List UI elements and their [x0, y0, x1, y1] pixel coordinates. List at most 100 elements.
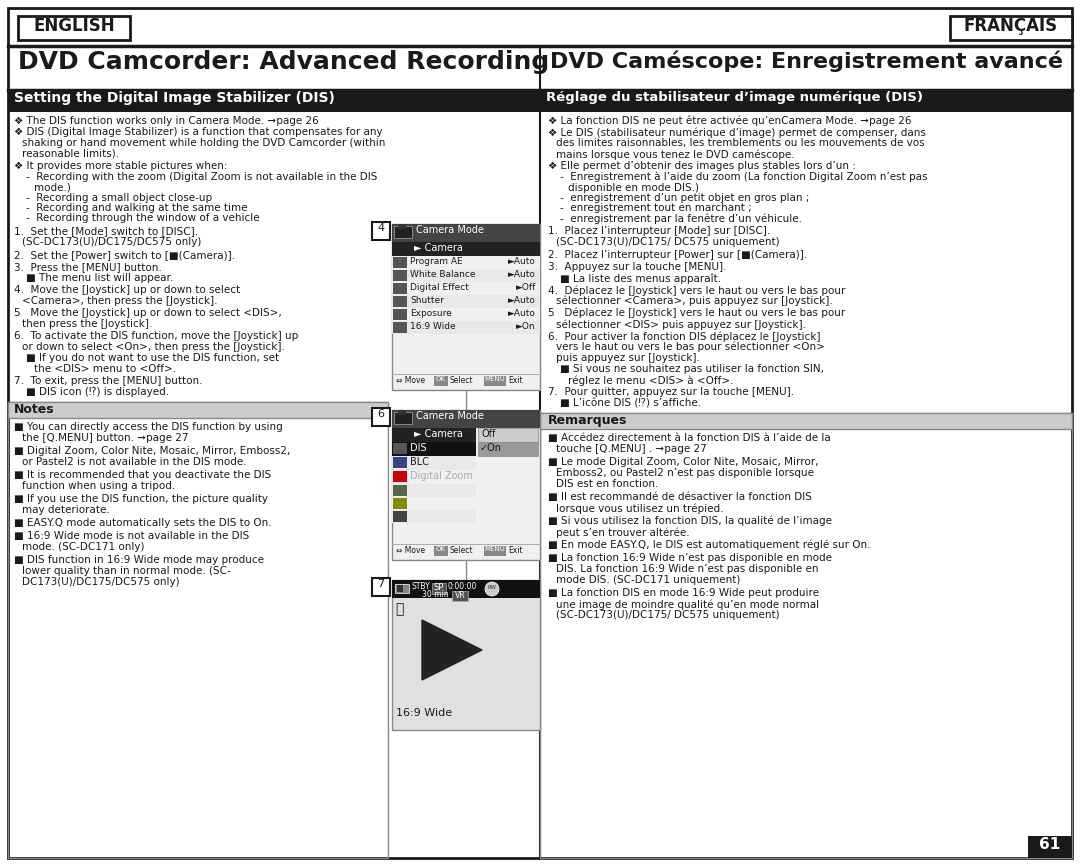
Text: peut s’en trouver altérée.: peut s’en trouver altérée. — [556, 527, 690, 538]
Text: ►Auto: ►Auto — [508, 257, 536, 266]
Bar — [540, 413, 1072, 429]
Bar — [393, 443, 407, 454]
Bar — [392, 428, 476, 442]
Bar — [393, 511, 407, 522]
Circle shape — [485, 582, 499, 596]
Text: ■ If you use the DIS function, the picture quality: ■ If you use the DIS function, the pictu… — [14, 494, 268, 504]
Text: -  enregistrement d’un petit objet en gros plan ;: - enregistrement d’un petit objet en gro… — [561, 193, 809, 203]
Text: -  Recording a small object close-up: - Recording a small object close-up — [26, 193, 212, 203]
Bar — [392, 580, 540, 730]
Bar — [434, 376, 448, 386]
Text: ■ Si vous ne souhaitez pas utiliser la fonction SIN,: ■ Si vous ne souhaitez pas utiliser la f… — [561, 364, 824, 374]
Text: the <DIS> menu to <Off>.: the <DIS> menu to <Off>. — [33, 364, 176, 374]
Text: MENU: MENU — [485, 376, 505, 382]
Text: 7.  Pour quitter, appuyez sur la touche [MENU].: 7. Pour quitter, appuyez sur la touche [… — [548, 387, 794, 397]
Bar — [18, 16, 130, 40]
Text: Digital Zoom: Digital Zoom — [410, 471, 473, 481]
Bar — [484, 376, 507, 386]
Text: ■ EASY.Q mode automatically sets the DIS to On.: ■ EASY.Q mode automatically sets the DIS… — [14, 518, 272, 528]
Bar — [372, 578, 390, 596]
Text: Emboss2, ou Pastel2 n’est pas disponible lorsque: Emboss2, ou Pastel2 n’est pas disponible… — [556, 468, 814, 478]
Bar — [392, 470, 476, 484]
Text: 16:9 Wide: 16:9 Wide — [396, 708, 453, 718]
Bar — [393, 485, 407, 496]
Bar — [540, 90, 1072, 112]
Text: ■ You can directly access the DIS function by using: ■ You can directly access the DIS functi… — [14, 422, 283, 432]
Text: Camera Mode: Camera Mode — [416, 225, 484, 235]
Text: 1.  Placez l’interrupteur [Mode] sur [DISC].: 1. Placez l’interrupteur [Mode] sur [DIS… — [548, 226, 770, 236]
Text: ❖ DIS (Digital Image Stabilizer) is a function that compensates for any: ❖ DIS (Digital Image Stabilizer) is a fu… — [14, 127, 382, 137]
Bar — [392, 224, 540, 242]
Text: function when using a tripod.: function when using a tripod. — [22, 481, 175, 491]
Bar — [393, 270, 407, 281]
Text: DIS: DIS — [410, 443, 427, 453]
Bar — [393, 322, 407, 333]
Bar — [950, 16, 1072, 40]
Text: ■ L’icône DIS (⁉) s’affiche.: ■ L’icône DIS (⁉) s’affiche. — [561, 398, 701, 408]
Bar — [393, 457, 407, 468]
Text: Setting the Digital Image Stabilizer (DIS): Setting the Digital Image Stabilizer (DI… — [14, 91, 335, 105]
Text: <Camera>, then press the [Joystick].: <Camera>, then press the [Joystick]. — [22, 296, 217, 306]
Text: 4.  Move the [Joystick] up or down to select: 4. Move the [Joystick] up or down to sel… — [14, 285, 240, 295]
Bar — [393, 309, 407, 320]
Text: -  enregistrement par la fenêtre d’un véhicule.: - enregistrement par la fenêtre d’un véh… — [561, 213, 802, 223]
Text: 0:00:00: 0:00:00 — [448, 582, 477, 591]
Text: ⇔ Move: ⇔ Move — [396, 546, 426, 555]
Text: 4.  Déplacez le [Joystick] vers le haut ou vers le bas pour: 4. Déplacez le [Joystick] vers le haut o… — [548, 285, 846, 295]
Text: 6.  To activate the DIS function, move the [Joystick] up: 6. To activate the DIS function, move th… — [14, 331, 298, 341]
Bar — [394, 412, 411, 424]
Text: DIS. La fonction 16:9 Wide n’est pas disponible en: DIS. La fonction 16:9 Wide n’est pas dis… — [556, 564, 819, 574]
Text: DIS est en fonction.: DIS est en fonction. — [556, 479, 659, 489]
Text: VR: VR — [455, 591, 465, 600]
Text: des limites raisonnables, les tremblements ou les mouvements de vos: des limites raisonnables, les tremblemen… — [556, 138, 924, 148]
Bar — [392, 580, 540, 598]
Bar — [393, 471, 407, 482]
Polygon shape — [422, 620, 482, 680]
Text: Program AE: Program AE — [410, 257, 462, 266]
Text: SP: SP — [434, 583, 444, 592]
Text: Exit: Exit — [508, 376, 523, 385]
Text: ►Auto: ►Auto — [508, 270, 536, 279]
Text: ■ La fonction 16:9 Wide n’est pas disponible en mode: ■ La fonction 16:9 Wide n’est pas dispon… — [548, 553, 832, 563]
Bar — [395, 584, 409, 593]
Text: Camera Mode: Camera Mode — [416, 411, 484, 421]
Text: (SC-DC173(U)/DC175/DC575 only): (SC-DC173(U)/DC175/DC575 only) — [22, 237, 201, 247]
Text: ►On: ►On — [516, 322, 536, 331]
Text: (SC-DC173(U)/DC175/ DC575 uniquement): (SC-DC173(U)/DC175/ DC575 uniquement) — [556, 610, 780, 620]
Text: BLC: BLC — [410, 457, 429, 467]
Bar — [392, 410, 540, 428]
Text: 7.  To exit, press the [MENU] button.: 7. To exit, press the [MENU] button. — [14, 376, 203, 386]
Text: OK: OK — [436, 376, 446, 382]
Text: 3.  Press the [MENU] button.: 3. Press the [MENU] button. — [14, 262, 162, 272]
Text: 🎥️: 🎥️ — [396, 602, 404, 616]
Text: (SC-DC173(U)/DC175/ DC575 uniquement): (SC-DC173(U)/DC175/ DC575 uniquement) — [556, 237, 780, 247]
Text: RW: RW — [487, 585, 497, 590]
Bar — [392, 484, 476, 497]
Text: ■ It is recommended that you deactivate the DIS: ■ It is recommended that you deactivate … — [14, 470, 271, 480]
Bar — [392, 256, 540, 269]
Text: 61: 61 — [1039, 837, 1061, 852]
Text: une image de moindre qualité qu’en mode normal: une image de moindre qualité qu’en mode … — [556, 599, 819, 610]
Bar — [434, 546, 448, 556]
Text: 6.  Pour activer la fonction DIS déplacez le [Joystick]: 6. Pour activer la fonction DIS déplacez… — [548, 331, 821, 341]
Text: ■ 16:9 Wide mode is not available in the DIS: ■ 16:9 Wide mode is not available in the… — [14, 531, 249, 541]
Text: ■ DIS icon (⁉) is displayed.: ■ DIS icon (⁉) is displayed. — [26, 387, 170, 397]
Text: ■ Digital Zoom, Color Nite, Mosaic, Mirror, Emboss2,: ■ Digital Zoom, Color Nite, Mosaic, Mirr… — [14, 446, 291, 456]
Text: 5   Déplacez le [Joystick] vers le haut ou vers le bas pour: 5 Déplacez le [Joystick] vers le haut ou… — [548, 308, 846, 319]
Bar — [392, 269, 540, 282]
Bar — [392, 282, 540, 295]
Text: Digital Effect: Digital Effect — [410, 283, 469, 292]
Text: 4: 4 — [377, 223, 384, 233]
Text: Notes: Notes — [14, 403, 55, 416]
Text: puis appuyez sur [Joystick].: puis appuyez sur [Joystick]. — [556, 353, 700, 363]
Text: 2.  Set the [Power] switch to [■(Camera)].: 2. Set the [Power] switch to [■(Camera)]… — [14, 250, 235, 260]
Text: ❖ Le DIS (stabilisateur numérique d’image) permet de compenser, dans: ❖ Le DIS (stabilisateur numérique d’imag… — [548, 127, 926, 138]
Text: Réglage du stabilisateur d’image numérique (DIS): Réglage du stabilisateur d’image numériq… — [546, 91, 923, 104]
Text: sélectionner <DIS> puis appuyez sur [Joystick].: sélectionner <DIS> puis appuyez sur [Joy… — [556, 319, 806, 329]
Text: vers le haut ou vers le bas pour sélectionner <On>: vers le haut ou vers le bas pour sélecti… — [556, 342, 825, 352]
Bar — [1028, 836, 1072, 858]
Text: Select: Select — [450, 546, 473, 555]
Bar — [392, 321, 540, 334]
Text: 6: 6 — [378, 409, 384, 419]
Text: FRANÇAIS: FRANÇAIS — [964, 17, 1058, 35]
